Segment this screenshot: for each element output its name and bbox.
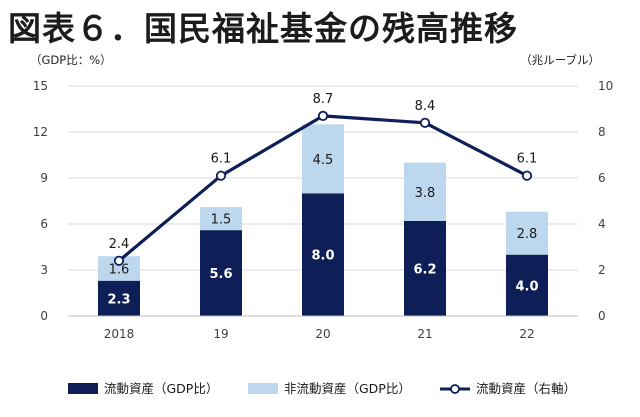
y-left-tick-label: 6: [40, 217, 48, 231]
legend-label: 非流動資産（GDP比）: [284, 381, 411, 396]
line-data-label: 2.4: [109, 237, 130, 252]
line-data-label: 6.1: [211, 152, 232, 167]
y-right-tick-label: 2: [598, 263, 606, 277]
line-data-label: 6.1: [517, 152, 538, 167]
bar-label-current: 5.6: [209, 267, 232, 282]
bars: [98, 124, 548, 316]
y-right-tick-label: 10: [598, 79, 613, 93]
bar-noncurrent-assets: [506, 211, 548, 255]
y-right-axis-label: （兆ルーブル）: [520, 53, 600, 67]
x-tick-label: 19: [213, 327, 228, 341]
chart-title: 図表６．国民福祉基金の残高推移: [8, 9, 518, 48]
x-tick-label: 22: [519, 327, 534, 341]
x-tick-label: 20: [315, 327, 330, 341]
y-left-tick-label: 9: [40, 171, 48, 185]
bar-label-current: 6.2: [413, 262, 436, 277]
y-left-tick-label: 0: [40, 309, 48, 323]
bar-noncurrent-assets: [200, 207, 242, 231]
legend-marker: [450, 384, 460, 394]
line-point: [113, 255, 125, 266]
bar-label-noncurrent: 1.6: [109, 262, 130, 277]
bar-label-noncurrent: 1.5: [211, 213, 232, 228]
bar-current-assets: [98, 280, 140, 316]
y-left-tick-label: 12: [33, 125, 48, 139]
bar-label-current: 8.0: [311, 249, 334, 264]
legend-swatch: [248, 383, 278, 394]
bar-label-noncurrent: 4.5: [313, 153, 334, 168]
line-point: [419, 117, 431, 128]
legend: 流動資産（GDP比） 非流動資産（GDP比） 流動資産（右軸）: [68, 381, 576, 396]
line-data-label: 8.4: [415, 99, 436, 114]
legend-swatch: [68, 383, 98, 394]
y-right-tick-label: 6: [598, 171, 606, 185]
bar-label-noncurrent: 3.8: [415, 186, 436, 201]
y-right-tick-label: 4: [598, 217, 606, 231]
line-point: [317, 110, 329, 122]
bar-current-assets: [302, 193, 344, 316]
line-data-label: 8.7: [313, 92, 334, 107]
bar-current-assets: [200, 230, 242, 316]
y-left-axis-label: （GDP比：%）: [30, 53, 112, 67]
line-series: [113, 110, 533, 266]
bar-noncurrent-assets: [404, 162, 446, 221]
bar-label-current: 2.3: [107, 292, 130, 307]
y-right-tick-label: 8: [598, 125, 606, 139]
y-left-tick-label: 15: [33, 79, 48, 93]
bar-label-noncurrent: 2.8: [517, 227, 538, 242]
line-point: [521, 170, 533, 181]
bar-noncurrent-assets: [302, 124, 344, 194]
bar-current-assets: [404, 220, 446, 316]
legend-label: 流動資産（右軸）: [476, 381, 576, 396]
x-tick-label: 2018: [104, 327, 135, 341]
data-labels: 2.3 1.6 5.6 1.5 8.0 4.5 6.2 3.8 4.0 2.8 2.4 6.1 8.7 8…: [107, 92, 538, 307]
bar-label-current: 4.0: [515, 279, 538, 294]
y-right-tick-label: 0: [598, 309, 606, 323]
line-point: [215, 170, 227, 181]
y-left-tick-label: 3: [40, 263, 48, 277]
axes: 0 3 6 9 12 15 0 2 4 6 8 10 （GDP比：%） （兆ルーブル） 2018 19 20 21…: [30, 53, 613, 341]
legend-label: 流動資産（GDP比）: [104, 381, 218, 396]
bar-current-assets: [506, 254, 548, 316]
x-tick-label: 21: [417, 327, 432, 341]
